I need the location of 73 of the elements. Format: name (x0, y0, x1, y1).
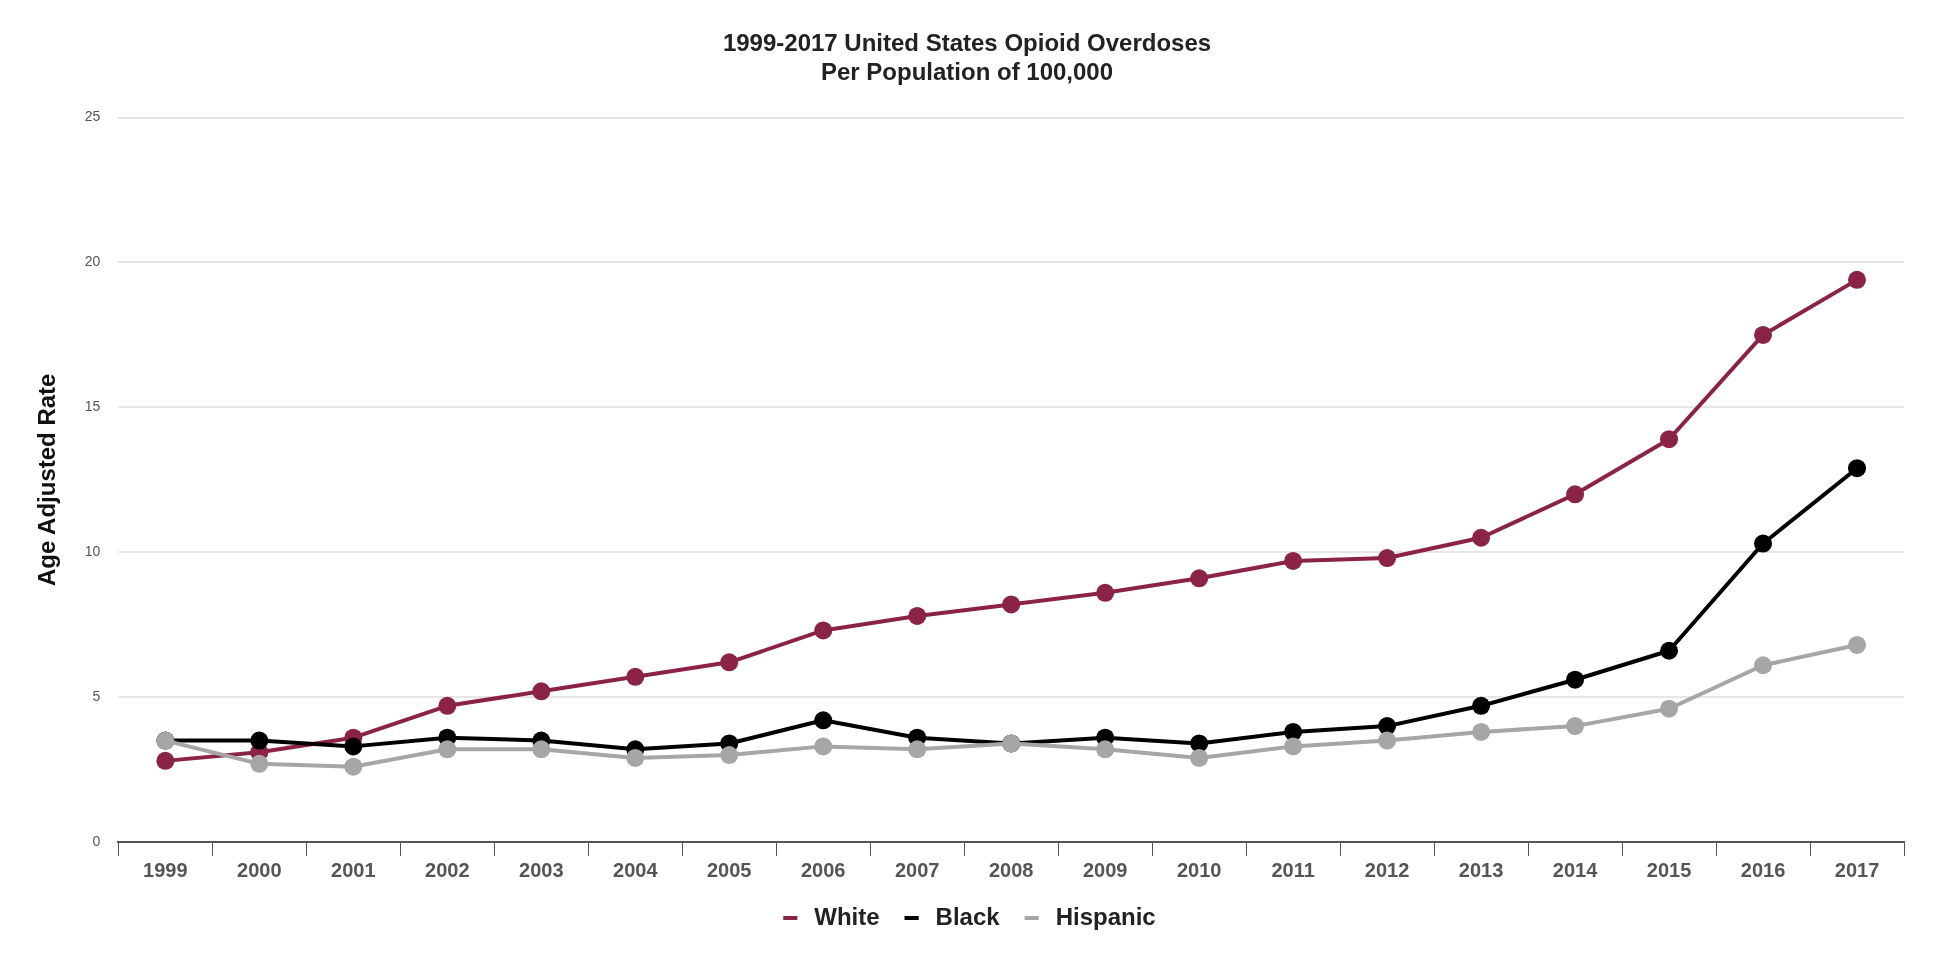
y-tick-label: 15 (84, 398, 101, 415)
x-tick-label: 2006 (800, 858, 846, 881)
point (814, 711, 833, 730)
legend-label: White (814, 902, 880, 930)
legend-label: Black (935, 902, 1001, 930)
point (1566, 670, 1585, 689)
point (1848, 270, 1867, 289)
point (814, 737, 833, 756)
chart-title: 1999-2017 United States Opioid Overdoses (722, 29, 1212, 57)
y-tick-label: 10 (84, 543, 101, 560)
x-tick-label: 2011 (1271, 858, 1315, 881)
x-tick-label: 2008 (988, 858, 1034, 881)
point (720, 746, 739, 765)
point (1848, 635, 1867, 654)
point (1754, 325, 1773, 344)
x-tick-label: 2005 (706, 858, 752, 881)
point (908, 606, 927, 625)
point (626, 748, 645, 767)
point (1660, 641, 1679, 660)
y-tick-label: 0 (92, 832, 101, 849)
point (1096, 583, 1115, 602)
point (1660, 430, 1679, 449)
point (720, 653, 739, 672)
point (1378, 731, 1397, 750)
x-tick-label: 2012 (1364, 858, 1410, 881)
legend-label: Hispanic (1055, 902, 1156, 930)
y-tick-label: 20 (84, 253, 101, 270)
point (814, 621, 833, 640)
point (156, 751, 175, 770)
x-tick-label: 2000 (237, 858, 282, 881)
point (1848, 459, 1867, 478)
point (344, 737, 363, 756)
x-tick-label: 2015 (1646, 858, 1692, 881)
point (532, 682, 551, 701)
point (1566, 485, 1585, 504)
x-tick-label: 2010 (1176, 858, 1222, 881)
x-tick-label: 2009 (1082, 858, 1128, 881)
point (250, 731, 269, 750)
x-tick-label: 2014 (1552, 858, 1599, 881)
point (1472, 696, 1491, 715)
point (1754, 534, 1773, 553)
y-axis-title: Age Adjusted Rate (33, 373, 61, 587)
point (1284, 737, 1303, 756)
chart-subtitle: Per Population of 100,000 (820, 57, 1114, 85)
point (1754, 656, 1773, 675)
point (1284, 551, 1303, 570)
point (1472, 722, 1491, 741)
x-tick-label: 2004 (613, 858, 659, 881)
x-tick-label: 2013 (1458, 858, 1504, 881)
point (1002, 595, 1021, 614)
point (1190, 569, 1209, 588)
point (250, 754, 269, 773)
point (1190, 748, 1209, 767)
y-tick-label: 25 (84, 108, 101, 125)
point (532, 740, 551, 759)
x-tick-label: 2017 (1834, 858, 1880, 881)
point (626, 667, 645, 686)
point (438, 740, 457, 759)
point (344, 757, 363, 776)
x-tick-label: 2016 (1740, 858, 1786, 881)
point (908, 740, 927, 759)
x-tick-label: 2002 (425, 858, 470, 881)
x-tick-label: 2003 (519, 858, 564, 881)
x-tick-label: 2007 (894, 858, 940, 881)
y-tick-label: 5 (92, 687, 101, 704)
point (1660, 699, 1679, 718)
x-tick-label: 1999 (143, 858, 188, 881)
point (1472, 528, 1491, 547)
x-tick-label: 2001 (331, 858, 376, 881)
point (1378, 549, 1397, 568)
point (1096, 740, 1115, 759)
point (1566, 717, 1585, 736)
point (438, 696, 457, 715)
